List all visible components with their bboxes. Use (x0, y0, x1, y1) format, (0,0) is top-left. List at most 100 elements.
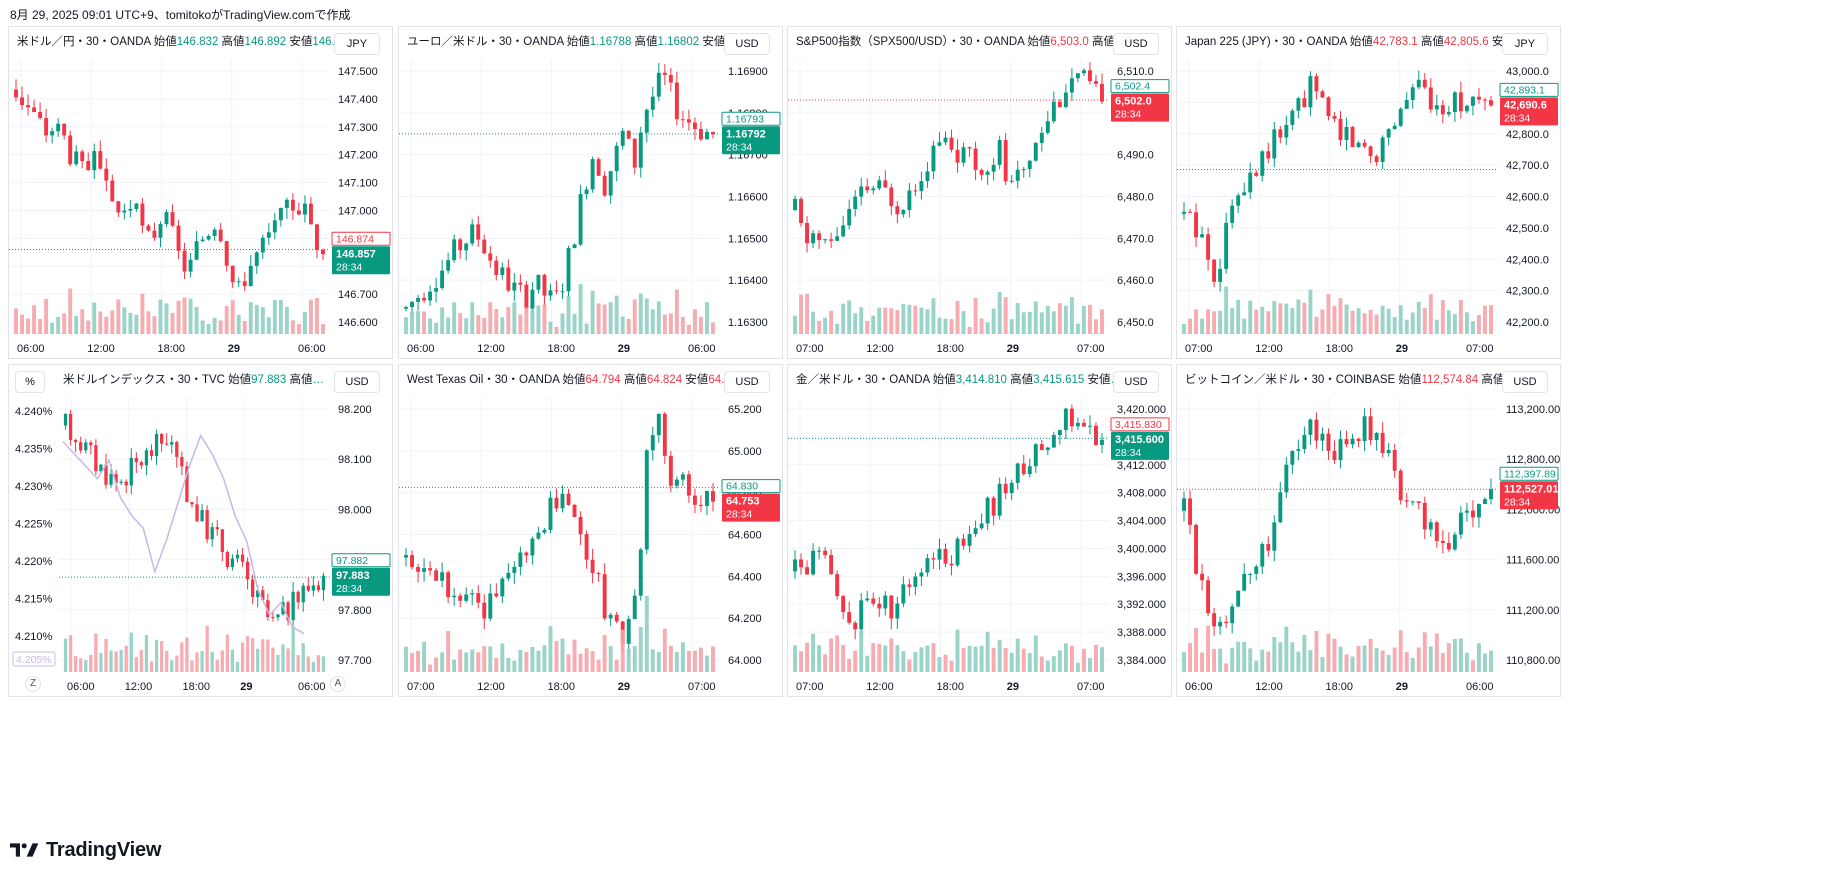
zoom-reset-button[interactable]: Z (25, 676, 41, 692)
candle-body (680, 474, 685, 480)
currency-button[interactable]: USD (334, 371, 380, 393)
x-tick-label: 12:00 (1255, 343, 1283, 355)
volume-bar (590, 290, 595, 334)
chart-panel-spx[interactable]: 6,510.06,500.06,490.06,480.06,470.06,460… (787, 26, 1172, 359)
x-tick-label: 06:00 (688, 343, 716, 355)
candle-body (943, 137, 948, 143)
y-tick-label: 42,700.0 (1506, 160, 1549, 172)
chart-canvas[interactable]: 3,420.0003,416.0003,412.0003,408.0003,40… (788, 365, 1172, 697)
candle-body (1069, 78, 1074, 93)
volume-bar (188, 298, 193, 334)
chart-panel-eurusd[interactable]: 1.169001.168001.167001.166001.165001.164… (398, 26, 783, 359)
volume-bar (470, 302, 475, 334)
left-y-tick-label: 4.210% (15, 631, 53, 643)
y-tick-label: 64.000 (728, 655, 762, 667)
volume-bar (865, 655, 870, 672)
symbol-header[interactable]: 米ドル／円・30・OANDA 始値146.832 高値146.892 安値146… (17, 33, 365, 49)
candle-body (1476, 503, 1481, 518)
candle-body (985, 171, 990, 175)
chart-panel-dxy[interactable]: 98.20098.10098.00097.90097.80097.7004.24… (8, 364, 393, 697)
volume-bar (68, 288, 73, 334)
percent-scale-button[interactable]: % (15, 371, 45, 393)
volume-bar (692, 309, 697, 334)
y-tick-label: 112,800.00 (1506, 454, 1560, 466)
chart-canvas[interactable]: 147.500 147.400 147.300 147.200 147.100 147.0… (9, 27, 393, 359)
currency-button[interactable]: USD (1113, 371, 1159, 393)
last-price-label: 146.857 (336, 248, 376, 260)
volume-bar (512, 660, 517, 672)
chart-canvas[interactable]: 43,000.042,900.042,800.042,700.042,600.0… (1177, 27, 1561, 359)
currency-button[interactable]: USD (1113, 33, 1159, 55)
candle-body (638, 549, 643, 596)
symbol-header[interactable]: Japan 225 (JPY)・30・OANDA 始値42,783.1 高値42… (1185, 33, 1526, 49)
currency-button[interactable]: USD (724, 371, 770, 393)
y-tick-label: 42,500.0 (1506, 223, 1549, 235)
candle-body (260, 237, 265, 253)
symbol-header[interactable]: 金／米ドル・30・OANDA 始値3,414.810 高値3,415.615 安… (796, 371, 1122, 387)
chart-canvas[interactable]: 113,200.00112,800.00112,000.00111,600.00… (1177, 365, 1561, 697)
candle-body (997, 483, 1002, 516)
volume-bar (476, 652, 481, 672)
chart-panel-usdjpy[interactable]: 147.500 147.400 147.300 147.200 147.100 147.0… (8, 26, 393, 359)
candle-body (811, 550, 816, 575)
header-o-label: 始値 (150, 36, 177, 48)
currency-button[interactable]: USD (1502, 371, 1548, 393)
currency-button[interactable]: JPY (1502, 33, 1548, 55)
volume-bar (124, 645, 128, 672)
volume-bar (1422, 307, 1427, 334)
line-price-tag (331, 231, 391, 246)
symbol-header[interactable]: West Texas Oil・30・OANDA 始値64.794 高値64.82… (407, 371, 755, 387)
currency-button[interactable]: USD (724, 33, 770, 55)
volume-bar (1296, 299, 1301, 334)
volume-bar (92, 302, 97, 334)
candle-body (805, 222, 810, 244)
candle-body (235, 554, 240, 559)
header-title: West Texas Oil・30・OANDA (407, 374, 560, 386)
candle-body (1320, 91, 1325, 98)
volume-bar (1200, 318, 1205, 334)
chart-panel-jp225[interactable]: 43,000.042,900.042,800.042,700.042,600.0… (1176, 26, 1561, 359)
auto-scale-button[interactable]: A (330, 676, 346, 692)
chart-canvas[interactable]: 98.20098.10098.00097.90097.80097.7004.24… (9, 365, 393, 697)
candle-body (530, 538, 535, 556)
volume-bar (871, 643, 876, 672)
y-tick-label: 3,384.000 (1117, 655, 1166, 667)
symbol-header[interactable]: 米ドルインデックス・30・TVC 始値97.883 高値… (63, 371, 324, 387)
symbol-header[interactable]: ビットコイン／米ドル・30・COINBASE 始値112,574.84 高値… (1185, 371, 1516, 387)
line-price-tag (1499, 82, 1559, 97)
volume-bar (955, 300, 960, 334)
tradingview-logo[interactable]: TradingView (10, 838, 161, 862)
candle-body (644, 109, 649, 133)
candle-body (572, 504, 577, 517)
chart-panel-gold[interactable]: 3,420.0003,416.0003,412.0003,408.0003,40… (787, 364, 1172, 697)
header-h-label: 高値 (1006, 374, 1034, 386)
volume-bar (811, 633, 816, 672)
chart-panel-wti[interactable]: 65.20065.00064.80064.60064.40064.20064.0… (398, 364, 783, 697)
volume-bar (1278, 642, 1283, 672)
chart-canvas[interactable]: 6,510.06,500.06,490.06,480.06,470.06,460… (788, 27, 1172, 359)
chart-panel-btcusd[interactable]: 113,200.00 112,800.00 112,000.00 111,600.00… (1176, 364, 1561, 697)
chart-canvas[interactable]: 1.169001.168001.167001.166001.165001.164… (399, 27, 783, 359)
volume-bar (847, 658, 852, 672)
currency-button[interactable]: JPY (334, 33, 380, 55)
header-o-label: 始値 (1395, 374, 1422, 386)
symbol-header[interactable]: S&P500指数（SPX500/USD）・30・OANDA 始値6,503.0 … (796, 33, 1156, 49)
volume-bar (1206, 625, 1211, 672)
bar-countdown-label: 28:34 (1504, 496, 1530, 508)
x-tick-label: 06:00 (407, 343, 435, 355)
volume-bar (1015, 302, 1020, 334)
volume-bar (129, 632, 133, 672)
candle-body (1194, 524, 1199, 574)
y-tick-label: 147.000 (338, 205, 378, 217)
volume-bar (572, 639, 577, 672)
volume-bar (680, 642, 685, 672)
candle-body (1063, 408, 1068, 431)
header-h-label: 高値 (631, 36, 658, 48)
candle-body (1452, 92, 1457, 113)
symbol-header[interactable]: ユーロ／米ドル・30・OANDA 始値1.16788 高値1.16802 安値… (407, 33, 737, 49)
candle-body (476, 593, 481, 603)
candle-body (1015, 169, 1020, 181)
volume-bar (315, 297, 319, 334)
chart-canvas[interactable]: 65.20065.00064.80064.60064.40064.20064.0… (399, 365, 783, 697)
candle-body (1290, 450, 1295, 465)
